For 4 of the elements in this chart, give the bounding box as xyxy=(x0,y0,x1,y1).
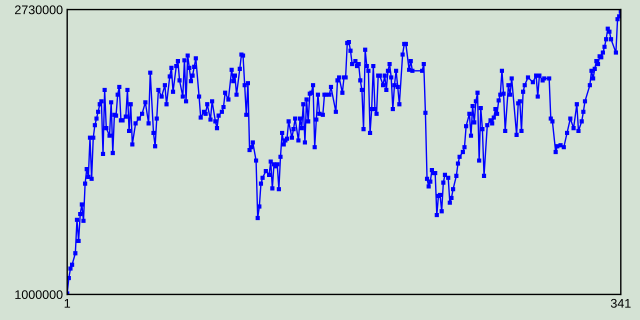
x-tick-label: 1 xyxy=(64,299,70,308)
y-tick-label: 2730000 xyxy=(15,5,63,14)
x-tick-label: 341 xyxy=(610,298,631,308)
y-tick-label: 1000000 xyxy=(15,290,63,300)
